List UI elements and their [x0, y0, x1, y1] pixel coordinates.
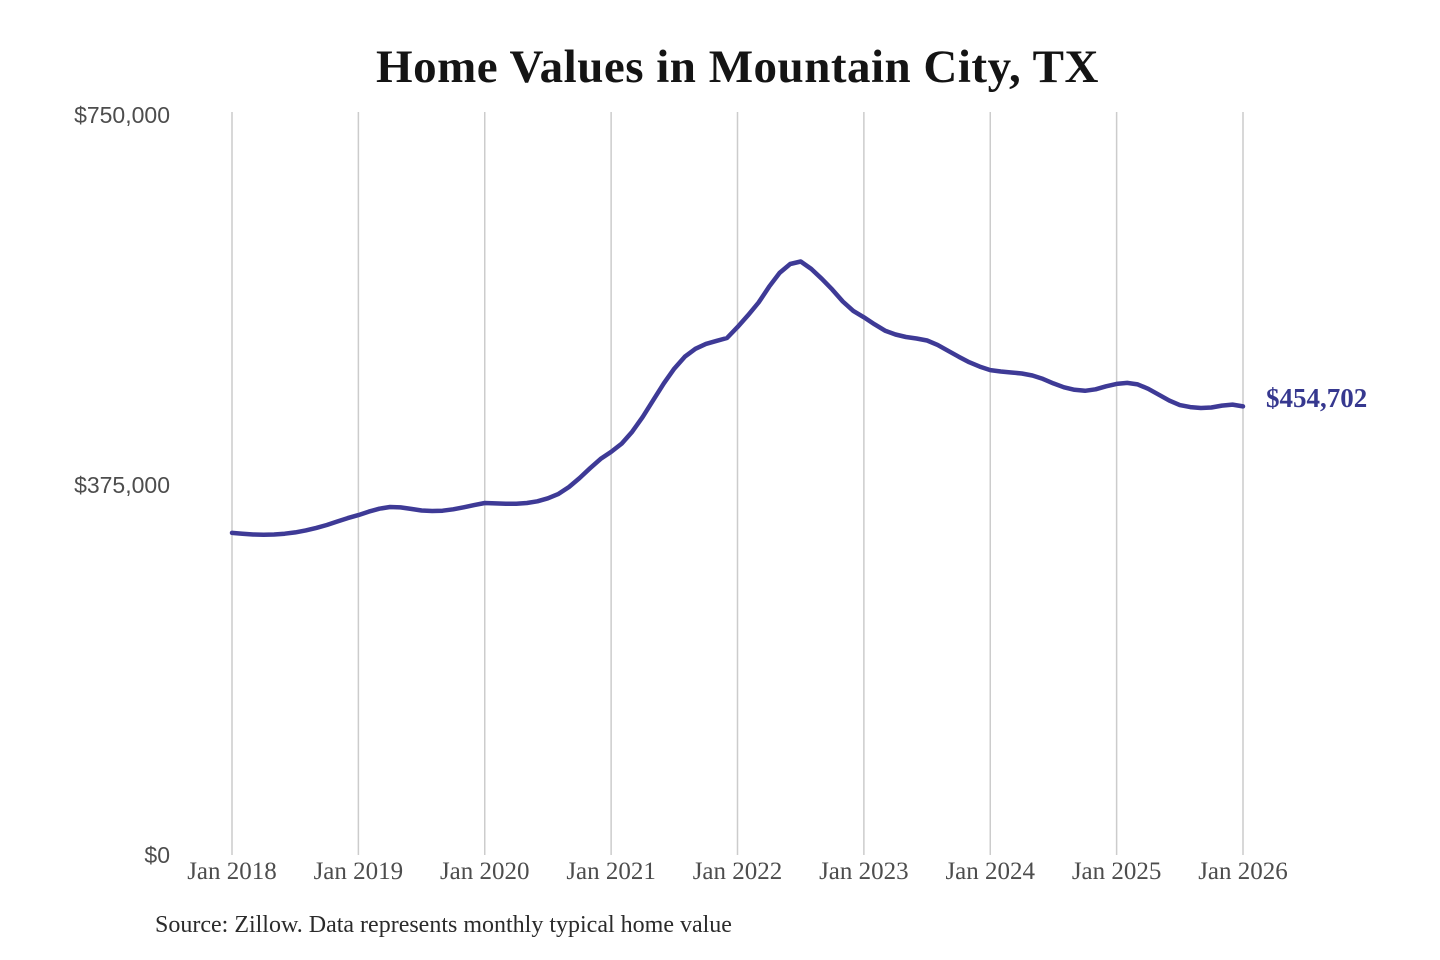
- x-axis-tick-label: Jan 2022: [692, 858, 783, 885]
- y-axis-tick-label: $0: [144, 842, 170, 868]
- x-axis-tick-label: Jan 2024: [945, 858, 1036, 885]
- x-axis-tick-label: Jan 2026: [1198, 858, 1288, 885]
- x-axis-tick-label: Jan 2018: [187, 858, 277, 885]
- x-axis-tick-label: Jan 2019: [313, 858, 404, 885]
- home-value-line-series: [229, 259, 1246, 538]
- vertical-gridlines: [231, 112, 1244, 855]
- x-axis-tick-label: Jan 2020: [439, 858, 530, 885]
- x-axis-tick-label: Jan 2023: [819, 858, 909, 885]
- y-axis-tick-label: $750,000: [74, 102, 170, 128]
- x-axis-tick-label: Jan 2025: [1071, 858, 1162, 885]
- chart-title: Home Values in Mountain City, TX: [376, 41, 1099, 93]
- source-note: Source: Zillow. Data represents monthly …: [155, 912, 732, 938]
- y-axis-tick-label: $375,000: [74, 472, 170, 498]
- x-axis-tick-label: Jan 2021: [566, 858, 656, 885]
- latest-value-label: $454,702: [1266, 383, 1368, 413]
